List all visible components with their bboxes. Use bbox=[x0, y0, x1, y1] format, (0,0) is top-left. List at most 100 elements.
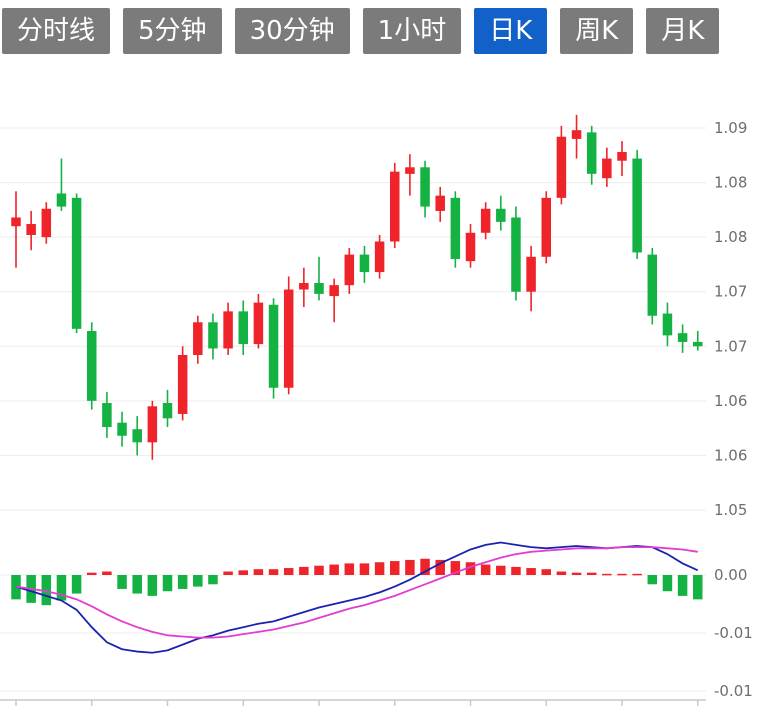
candle-body bbox=[571, 130, 582, 139]
macd-axis-label: -0.01 bbox=[714, 682, 753, 700]
macd-histogram-bar bbox=[465, 562, 476, 575]
candle-body bbox=[253, 302, 264, 345]
macd-histogram-bar bbox=[283, 568, 294, 575]
macd-histogram-bar bbox=[102, 571, 112, 575]
candle-body bbox=[26, 224, 36, 235]
tab-5min[interactable]: 5分钟 bbox=[123, 8, 222, 54]
price-axis-label: 1.08 bbox=[714, 228, 747, 246]
candle-body bbox=[193, 322, 203, 356]
candle-body bbox=[344, 254, 355, 286]
macd-dea-line bbox=[15, 546, 698, 639]
macd-histogram-bar bbox=[359, 563, 370, 575]
candle-body bbox=[647, 254, 658, 316]
candle-body bbox=[405, 167, 415, 174]
candle-body bbox=[541, 197, 551, 257]
macd-histogram-bar bbox=[662, 575, 673, 592]
macd-histogram-bar bbox=[632, 573, 642, 576]
candle-body bbox=[283, 289, 294, 388]
tab-daily-k[interactable]: 日K bbox=[474, 8, 548, 54]
price-axis-label: 1.06 bbox=[714, 446, 747, 464]
macd-histogram-bar bbox=[450, 561, 461, 575]
macd-histogram-bar bbox=[87, 572, 97, 575]
candle-body bbox=[268, 304, 279, 388]
macd-histogram-bar bbox=[299, 566, 309, 575]
macd-histogram-bar bbox=[511, 566, 521, 575]
candle-body bbox=[526, 256, 536, 292]
candle-body bbox=[314, 282, 324, 294]
macd-histogram-bar bbox=[374, 562, 385, 575]
interval-tabbar: 分时线 5分钟 30分钟 1小时 日K 周K 月K bbox=[0, 0, 780, 54]
candle-body bbox=[56, 193, 67, 207]
macd-histogram-bar bbox=[223, 571, 233, 575]
candle-body bbox=[238, 311, 248, 345]
macd-axis-label: -0.01 bbox=[714, 624, 753, 642]
candle-body bbox=[208, 322, 218, 349]
candle-body bbox=[693, 341, 703, 347]
candle-body bbox=[632, 158, 642, 253]
price-axis-label: 1.05 bbox=[714, 501, 747, 519]
macd-dif-line bbox=[15, 541, 699, 654]
macd-histogram-bar bbox=[435, 559, 445, 575]
candle-body bbox=[223, 311, 233, 349]
candle-body bbox=[329, 285, 339, 297]
tab-weekly-k[interactable]: 周K bbox=[560, 8, 634, 54]
macd-histogram-bar bbox=[556, 571, 567, 575]
macd-histogram-bar bbox=[496, 565, 506, 575]
macd-histogram-bar bbox=[238, 570, 248, 575]
tab-timeline[interactable]: 分时线 bbox=[2, 8, 111, 54]
price-axis-label: 1.09 bbox=[714, 119, 747, 137]
candle-body bbox=[677, 333, 688, 342]
candle-body bbox=[87, 331, 97, 401]
tab-1hour[interactable]: 1小时 bbox=[362, 8, 462, 54]
candle-body bbox=[465, 232, 476, 262]
candle-body bbox=[162, 403, 173, 419]
candle-body bbox=[617, 152, 627, 161]
macd-histogram-bar bbox=[405, 559, 415, 575]
macd-histogram-bar bbox=[41, 575, 52, 606]
candle-body bbox=[450, 197, 461, 259]
price-axis-label: 1.07 bbox=[714, 283, 747, 301]
candle-body bbox=[420, 167, 430, 207]
candle-body bbox=[11, 217, 21, 227]
macd-histogram-bar bbox=[147, 575, 158, 596]
price-axis-label: 1.06 bbox=[714, 392, 747, 410]
macd-histogram-bar bbox=[329, 564, 339, 575]
candle-body bbox=[374, 241, 385, 273]
macd-histogram-bar bbox=[344, 563, 355, 575]
candle-body bbox=[177, 355, 188, 414]
macd-histogram-bar bbox=[571, 572, 582, 575]
candle-body bbox=[359, 254, 370, 273]
kline-chart[interactable]: 1.09 1.08 1.08 1.07 1.07 1.06 1.06 1.05 0.00 -0.0… bbox=[0, 54, 780, 714]
macd-histogram-bar bbox=[268, 569, 279, 575]
macd-histogram-bar bbox=[208, 575, 218, 585]
macd-histogram-bar bbox=[677, 575, 688, 596]
macd-histogram-bar bbox=[480, 564, 491, 575]
candle-body bbox=[511, 217, 521, 292]
tab-30min[interactable]: 30分钟 bbox=[234, 8, 350, 54]
candle-body bbox=[480, 208, 491, 233]
macd-histogram-bar bbox=[56, 575, 67, 601]
candle-body bbox=[41, 208, 52, 238]
candle-body bbox=[556, 136, 567, 198]
candle-body bbox=[586, 132, 597, 174]
candle-body bbox=[147, 406, 158, 443]
candle-body bbox=[435, 195, 445, 211]
macd-histogram-bar bbox=[541, 569, 551, 575]
macd-histogram-bar bbox=[390, 561, 400, 575]
candle-body bbox=[71, 197, 82, 329]
macd-histogram-bar bbox=[617, 573, 627, 576]
macd-histogram-bar bbox=[162, 575, 173, 592]
tab-monthly-k[interactable]: 月K bbox=[646, 8, 720, 54]
candle-body bbox=[132, 429, 142, 443]
candle-body bbox=[102, 403, 112, 428]
macd-histogram-bar bbox=[193, 575, 203, 587]
macd-axis-label: 0.00 bbox=[714, 566, 747, 584]
macd-histogram-bar bbox=[132, 575, 142, 594]
macd-histogram-bar bbox=[117, 575, 127, 589]
candle-body bbox=[662, 313, 673, 336]
macd-histogram-bar bbox=[602, 573, 612, 576]
macd-histogram-bar bbox=[526, 568, 536, 575]
macd-histogram-bar bbox=[693, 575, 703, 600]
price-axis-label: 1.07 bbox=[714, 337, 747, 355]
